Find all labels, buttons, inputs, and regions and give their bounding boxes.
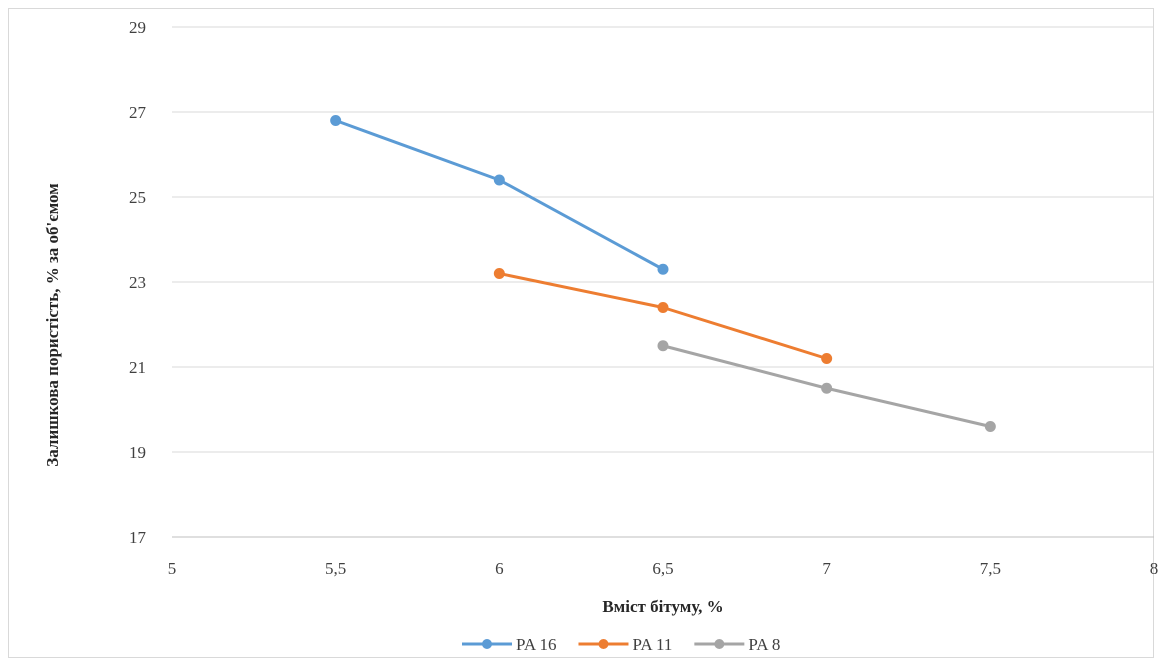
y-tick-label: 17: [129, 528, 147, 547]
data-point: [657, 340, 669, 352]
series-line-pa-16: [334, 119, 665, 271]
x-axis-ticks: 5 5,5 6 6,5 7 7,5 8: [168, 559, 1159, 578]
legend-marker: [482, 639, 492, 649]
x-tick-label: 6,5: [652, 559, 673, 578]
legend: PA 16 PA 11 PA 8: [462, 635, 780, 654]
data-point: [493, 268, 505, 279]
data-point: [493, 174, 505, 186]
y-tick-label: 19: [129, 443, 146, 462]
legend-item: PA 16: [462, 635, 556, 654]
series-group: [330, 115, 996, 432]
y-axis-label: Залишкова пористість, % за об'ємом: [43, 183, 62, 467]
x-tick-label: 6: [495, 559, 504, 578]
x-axis-label: Вміст бітуму, %: [602, 597, 723, 616]
x-tick-label: 5: [168, 559, 177, 578]
gridlines: [172, 26, 1154, 538]
y-axis-ticks: 17 19 21 23 25 27 29: [129, 18, 147, 547]
data-point: [657, 302, 669, 313]
data-point: [821, 382, 833, 394]
legend-item: PA 8: [694, 635, 780, 654]
legend-label: PA 11: [632, 635, 672, 654]
legend-item: PA 11: [578, 635, 672, 654]
x-tick-label: 7,5: [980, 559, 1001, 578]
x-tick-label: 7: [822, 559, 831, 578]
x-tick-label: 5,5: [325, 559, 346, 578]
data-point: [984, 421, 996, 432]
y-tick-label: 23: [129, 273, 146, 292]
y-tick-label: 21: [129, 358, 146, 377]
chart-frame: [8, 8, 1154, 658]
legend-label: PA 16: [516, 635, 556, 654]
legend-marker: [598, 639, 609, 649]
y-tick-label: 25: [129, 188, 146, 207]
legend-label: PA 8: [748, 635, 780, 654]
data-point: [657, 263, 669, 275]
x-tick-label: 8: [1150, 559, 1159, 578]
data-point: [821, 353, 833, 364]
data-point: [330, 115, 342, 126]
y-tick-label: 29: [129, 18, 146, 37]
y-tick-label: 27: [129, 103, 147, 122]
legend-marker: [714, 639, 725, 649]
